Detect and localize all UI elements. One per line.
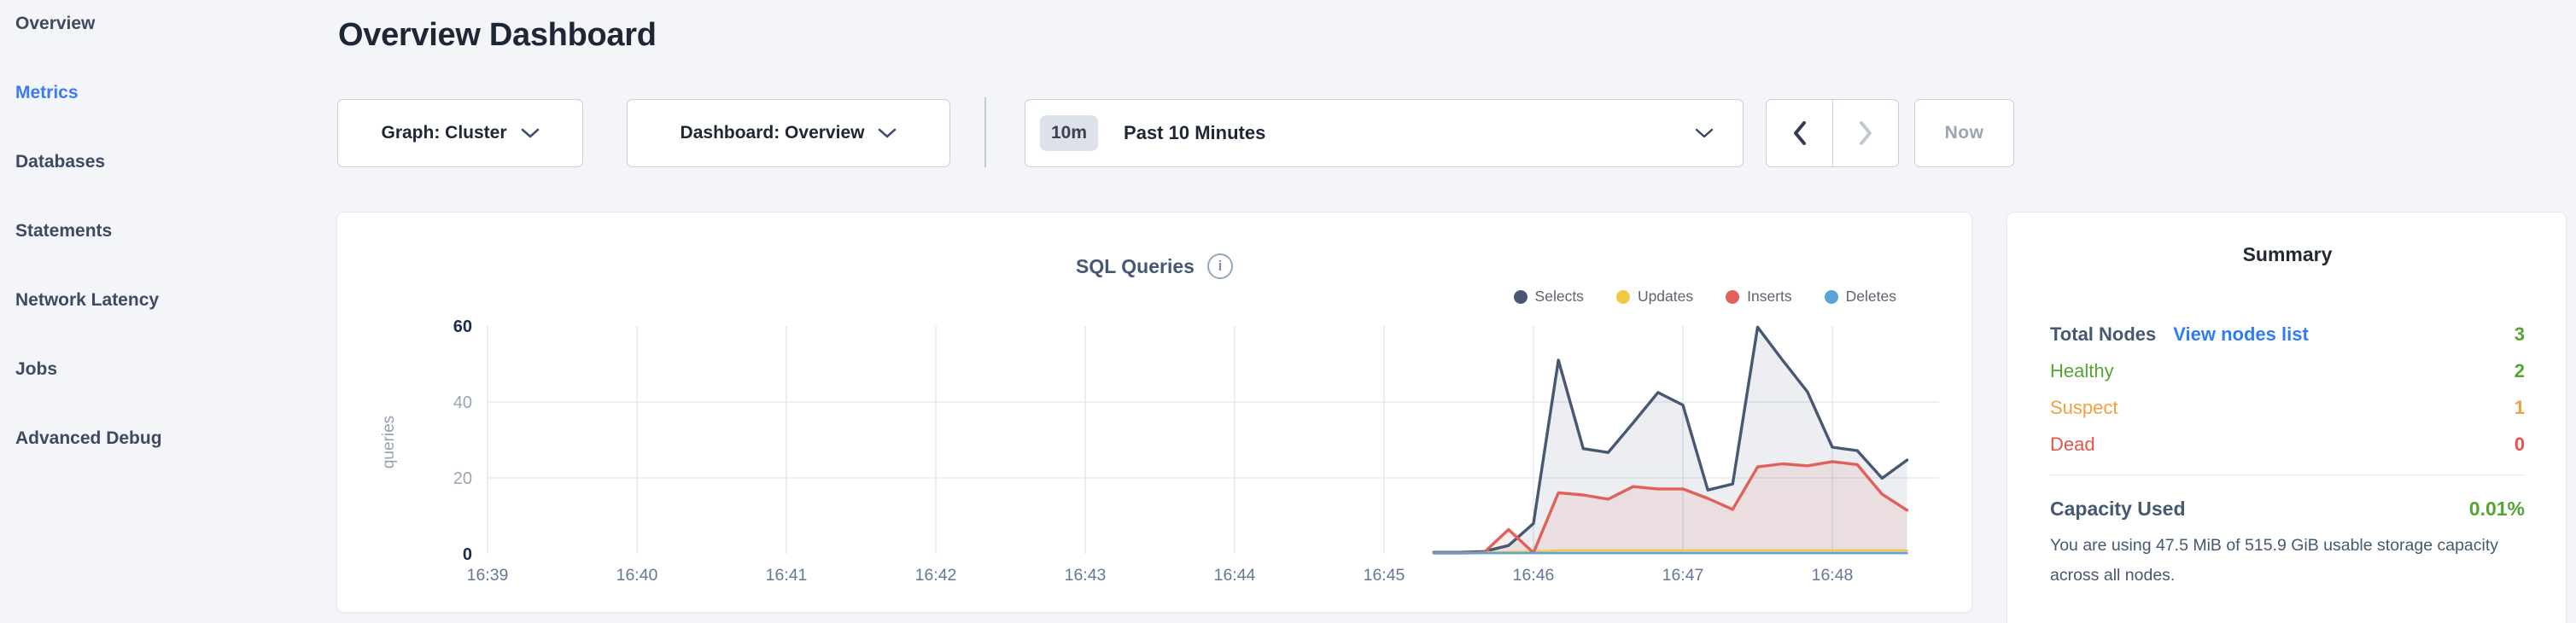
controls-divider [984, 97, 986, 167]
chevron-left-icon [1794, 121, 1806, 145]
dead-label: Dead [2050, 433, 2095, 455]
sql-queries-chart-card: 16:39 16:40 16:41 16:42 16:43 16:44 16:45 16:46… [336, 212, 1972, 613]
healthy-label: Healthy [2050, 359, 2114, 381]
sidebar-item-network-latency[interactable]: Network Latency [15, 290, 160, 310]
legend-item-selects: Selects [1513, 288, 1584, 306]
dashboard-label: Dashboard: Overview [680, 123, 865, 143]
legend-dot-inserts [1726, 289, 1740, 304]
chevron-down-icon [521, 128, 539, 138]
sidebar-item-jobs[interactable]: Jobs [15, 359, 58, 379]
legend-item-inserts: Inserts [1726, 288, 1792, 306]
svg-text:20: 20 [453, 469, 472, 488]
legend-dot-selects [1513, 289, 1527, 304]
capacity-used-row: Capacity Used 0.01% [2050, 498, 2525, 521]
summary-title: Summary [2242, 243, 2333, 265]
capacity-description: You are using 47.5 MiB of 515.9 GiB usab… [2050, 536, 2499, 585]
chart-title: SQL Queries [1076, 254, 1195, 277]
y-axis-label: queries [380, 415, 399, 469]
view-nodes-list-link[interactable]: View nodes list [2173, 323, 2309, 345]
info-icon[interactable]: i [1206, 253, 1233, 279]
svg-text:16:44: 16:44 [1214, 566, 1256, 585]
chart-legend: Selects Updates Inserts Deletes [1513, 288, 1896, 306]
page-title: Overview Dashboard [338, 17, 657, 53]
summary-panel: Summary Total Nodes View nodes list 3 He… [2006, 212, 2567, 623]
chevron-right-icon [1859, 121, 1872, 145]
dead-value: 0 [2514, 433, 2525, 455]
suspect-label: Suspect [2050, 396, 2118, 418]
sidebar-item-statements[interactable]: Statements [15, 221, 113, 241]
svg-text:40: 40 [453, 393, 472, 412]
svg-text:16:43: 16:43 [1065, 566, 1107, 585]
time-step-forward-button[interactable] [1832, 100, 1898, 166]
summary-row-total-nodes: Total Nodes View nodes list 3 [2050, 316, 2525, 352]
dashboard-dropdown[interactable]: Dashboard: Overview [627, 99, 950, 167]
capacity-used-label: Capacity Used [2050, 498, 2186, 520]
svg-text:16:39: 16:39 [467, 566, 509, 585]
svg-text:16:48: 16:48 [1812, 566, 1854, 585]
summary-row-dead: Dead 0 [2050, 426, 2525, 463]
svg-text:60: 60 [453, 317, 472, 336]
svg-text:16:41: 16:41 [766, 566, 808, 585]
sidebar-item-metrics[interactable]: Metrics [15, 83, 79, 102]
svg-text:16:40: 16:40 [616, 566, 658, 585]
now-button-label: Now [1944, 123, 1984, 143]
legend-item-deletes: Deletes [1824, 288, 1896, 306]
svg-text:16:46: 16:46 [1513, 566, 1555, 585]
summary-row-suspect: Suspect 1 [2050, 389, 2525, 426]
graph-scope-dropdown[interactable]: Graph: Cluster [337, 99, 583, 167]
svg-text:16:45: 16:45 [1364, 566, 1405, 585]
sidebar-item-overview[interactable]: Overview [15, 14, 96, 33]
legend-item-updates: Updates [1615, 288, 1693, 306]
time-range-label: Past 10 Minutes [1124, 122, 1266, 143]
capacity-used-value: 0.01% [2468, 498, 2525, 520]
time-range-dropdown[interactable]: 10m Past 10 Minutes [1025, 99, 1744, 167]
chevron-down-icon [879, 128, 897, 138]
svg-text:16:47: 16:47 [1662, 566, 1704, 585]
suspect-value: 1 [2514, 396, 2525, 418]
total-nodes-label: Total Nodes [2050, 323, 2157, 345]
sidebar-item-databases[interactable]: Databases [15, 152, 106, 172]
graph-scope-label: Graph: Cluster [381, 123, 507, 143]
sql-queries-chart[interactable]: 16:39 16:40 16:41 16:42 16:43 16:44 16:45 16:46… [337, 213, 1973, 614]
time-step-back-button[interactable] [1767, 100, 1832, 166]
healthy-value: 2 [2514, 359, 2525, 381]
now-button[interactable]: Now [1914, 99, 2014, 167]
chevron-down-icon [1695, 128, 1714, 138]
time-range-badge: 10m [1040, 115, 1099, 151]
svg-text:0: 0 [463, 545, 472, 564]
time-step-group [1766, 99, 1899, 167]
legend-dot-updates [1615, 289, 1630, 304]
total-nodes-value: 3 [2514, 323, 2525, 345]
svg-text:16:42: 16:42 [915, 566, 957, 585]
sidebar: Overview Metrics Databases Statements Ne… [0, 0, 336, 623]
summary-row-healthy: Healthy 2 [2050, 352, 2525, 389]
legend-dot-deletes [1824, 289, 1838, 304]
sidebar-item-advanced-debug[interactable]: Advanced Debug [15, 428, 162, 448]
